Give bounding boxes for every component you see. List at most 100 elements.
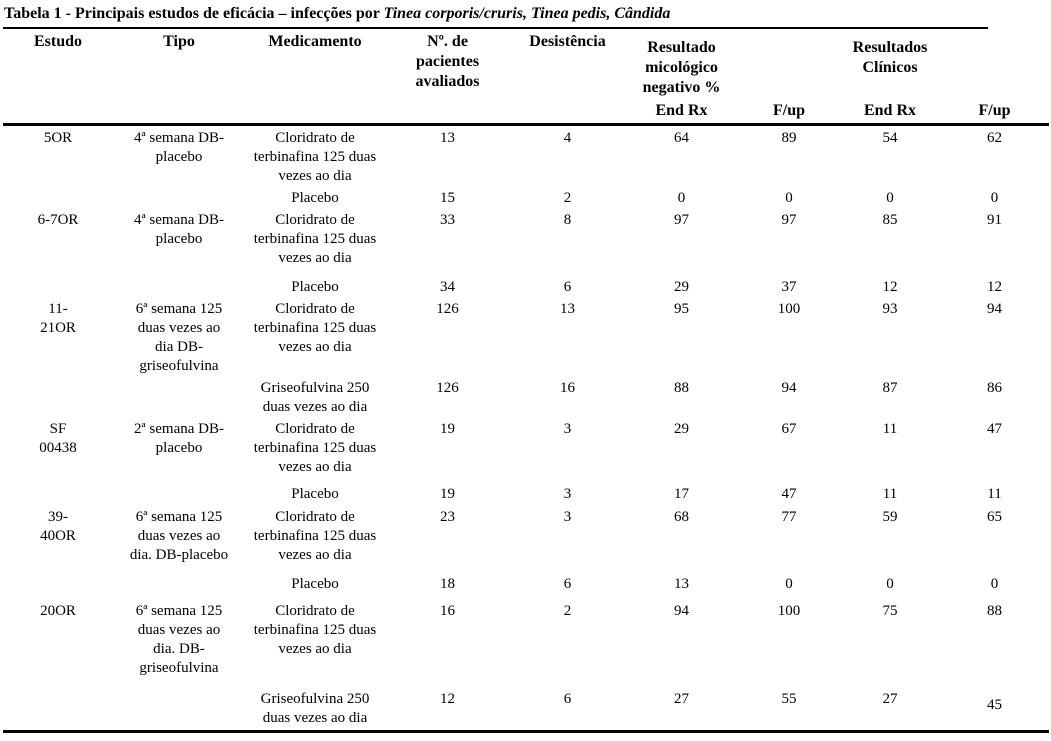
cell-desistencia: 3 xyxy=(563,421,572,437)
cell-estudo xyxy=(3,275,113,297)
cell-medicamento: Cloridrato de terbinafina 125 duas vezes… xyxy=(253,301,377,355)
cell-clin-fup: 94 xyxy=(987,301,1002,317)
cell-pacientes: 126 xyxy=(436,301,459,317)
cell-tipo: 2ª semana DB- placebo xyxy=(134,421,224,456)
table-row: 6-7OR 4ª semana DB- placebo Cloridrato de … xyxy=(3,208,1049,275)
cell-tipo: 6ª semana 125 duas vezes ao dia. DB-plac… xyxy=(129,509,229,563)
cell-clin-end-rx: 93 xyxy=(882,301,898,317)
table-row: Placebo 15 2 0 0 0 0 xyxy=(3,186,1049,208)
cell-clin-fup: 65 xyxy=(987,509,1002,525)
cell-estudo: 6-7OR xyxy=(37,212,79,228)
cell-estudo xyxy=(3,572,113,599)
table-caption-text: Tabela 1 - Principais estudos de eficáci… xyxy=(4,5,384,22)
cell-clin-end-rx: 85 xyxy=(882,212,898,228)
cell-clin-fup: 12 xyxy=(987,279,1002,295)
cell-estudo: 39- 40OR xyxy=(40,509,76,544)
cell-pacientes: 16 xyxy=(440,603,455,619)
cell-mico-fup: 0 xyxy=(785,576,793,592)
cell-clin-end-rx: 0 xyxy=(886,190,894,206)
cell-estudo: 20OR xyxy=(40,603,76,619)
cell-clin-end-rx: 11 xyxy=(882,421,898,437)
header-mico-end-rx: End Rx xyxy=(655,102,708,119)
header-estudo: Estudo xyxy=(33,33,83,50)
cell-pacientes: 15 xyxy=(440,190,455,206)
cell-mico-fup: 77 xyxy=(781,509,797,525)
cell-mico-end-rx: 27 xyxy=(674,691,689,707)
cell-mico-fup: 89 xyxy=(781,130,797,146)
header-pacientes: Nº. de pacientes avaliados xyxy=(415,33,480,90)
header-clin-fup: F/up xyxy=(978,102,1011,119)
cell-estudo: SF 00438 xyxy=(39,421,77,456)
cell-mico-fup: 47 xyxy=(781,486,797,502)
header-clin-end-rx: End Rx xyxy=(863,102,917,119)
cell-tipo xyxy=(113,275,245,297)
cell-medicamento: Cloridrato de terbinafina 125 duas vezes… xyxy=(253,509,377,563)
table-row: 20OR 6ª semana 125 duas vezes ao dia. DB-… xyxy=(3,599,1049,687)
cell-mico-end-rx: 94 xyxy=(674,603,689,619)
table-row: Griseofulvina 250 duas vezes ao dia 126 16… xyxy=(3,376,1049,417)
table-row: Griseofulvina 250 duas vezes ao dia 12 6 27… xyxy=(3,687,1049,731)
table-row: 11- 21OR 6ª semana 125 duas vezes ao dia … xyxy=(3,297,1049,376)
cell-estudo xyxy=(3,186,113,208)
cell-mico-end-rx: 29 xyxy=(674,279,689,295)
cell-pacientes: 23 xyxy=(440,509,455,525)
cell-clin-fup: 0 xyxy=(990,190,999,206)
header-spacer-2 xyxy=(940,29,1049,98)
cell-desistencia: 3 xyxy=(563,486,572,502)
cell-tipo: 6ª semana 125 duas vezes ao dia DB- gris… xyxy=(135,301,223,374)
cell-clin-end-rx: 87 xyxy=(882,380,898,396)
cell-medicamento: Placebo xyxy=(291,486,339,502)
cell-mico-end-rx: 95 xyxy=(674,301,689,317)
cell-mico-end-rx: 17 xyxy=(674,486,689,502)
cell-clin-end-rx: 59 xyxy=(882,509,898,525)
cell-clin-end-rx: 0 xyxy=(886,576,894,592)
table-header: Estudo Tipo Medicamento Nº. de pacientes… xyxy=(3,29,1049,125)
cell-pacientes: 126 xyxy=(436,380,459,396)
cell-medicamento: Griseofulvina 250 duas vezes ao dia xyxy=(260,380,370,415)
header-tipo: Tipo xyxy=(163,33,195,50)
cell-tipo xyxy=(113,687,245,731)
cell-tipo xyxy=(113,186,245,208)
cell-pacientes: 18 xyxy=(440,576,455,592)
cell-medicamento: Placebo xyxy=(291,576,339,592)
cell-pacientes: 13 xyxy=(440,130,455,146)
cell-pacientes: 34 xyxy=(440,279,455,295)
header-spacer-1 xyxy=(738,29,840,98)
cell-tipo: 6ª semana 125 duas vezes ao dia. DB- gri… xyxy=(135,603,223,676)
cell-medicamento: Placebo xyxy=(291,190,339,206)
cell-desistencia: 6 xyxy=(563,691,572,707)
header-desistencia: Desistência xyxy=(529,33,606,50)
cell-estudo: 11- 21OR xyxy=(40,301,76,336)
cell-mico-end-rx: 97 xyxy=(674,212,689,228)
cell-mico-fup: 37 xyxy=(781,279,797,295)
cell-estudo xyxy=(3,482,113,505)
header-row-main: Estudo Tipo Medicamento Nº. de pacientes… xyxy=(3,29,1049,98)
cell-mico-fup: 94 xyxy=(781,380,797,396)
cell-mico-end-rx: 64 xyxy=(674,130,689,146)
cell-pacientes: 33 xyxy=(440,212,455,228)
efficacy-study-table: Estudo Tipo Medicamento Nº. de pacientes… xyxy=(3,29,1049,733)
cell-clin-fup: 45 xyxy=(987,697,1002,713)
cell-clin-fup: 62 xyxy=(987,130,1002,146)
cell-medicamento: Cloridrato de terbinafina 125 duas vezes… xyxy=(253,212,377,266)
cell-desistencia: 6 xyxy=(563,576,572,592)
cell-medicamento: Cloridrato de terbinafina 125 duas vezes… xyxy=(253,130,377,184)
cell-desistencia: 2 xyxy=(563,190,572,206)
header-resultados-clinicos: Resultados Clínicos xyxy=(852,39,928,76)
cell-clin-fup: 91 xyxy=(987,212,1002,228)
cell-clin-fup: 88 xyxy=(987,603,1002,619)
cell-mico-end-rx: 29 xyxy=(674,421,689,437)
cell-clin-fup: 0 xyxy=(990,576,999,592)
cell-desistencia: 3 xyxy=(563,509,572,525)
cell-desistencia: 6 xyxy=(563,279,572,295)
cell-clin-end-rx: 75 xyxy=(882,603,898,619)
table-row: Placebo 34 6 29 37 12 12 xyxy=(3,275,1049,297)
cell-clin-end-rx: 27 xyxy=(882,691,898,707)
cell-mico-fup: 55 xyxy=(781,691,797,707)
top-rule xyxy=(3,27,988,29)
cell-clin-fup: 47 xyxy=(987,421,1002,437)
cell-medicamento: Cloridrato de terbinafina 125 duas vezes… xyxy=(253,421,377,475)
cell-clin-fup: 86 xyxy=(987,380,1002,396)
cell-clin-end-rx: 12 xyxy=(882,279,898,295)
cell-tipo xyxy=(113,376,245,417)
